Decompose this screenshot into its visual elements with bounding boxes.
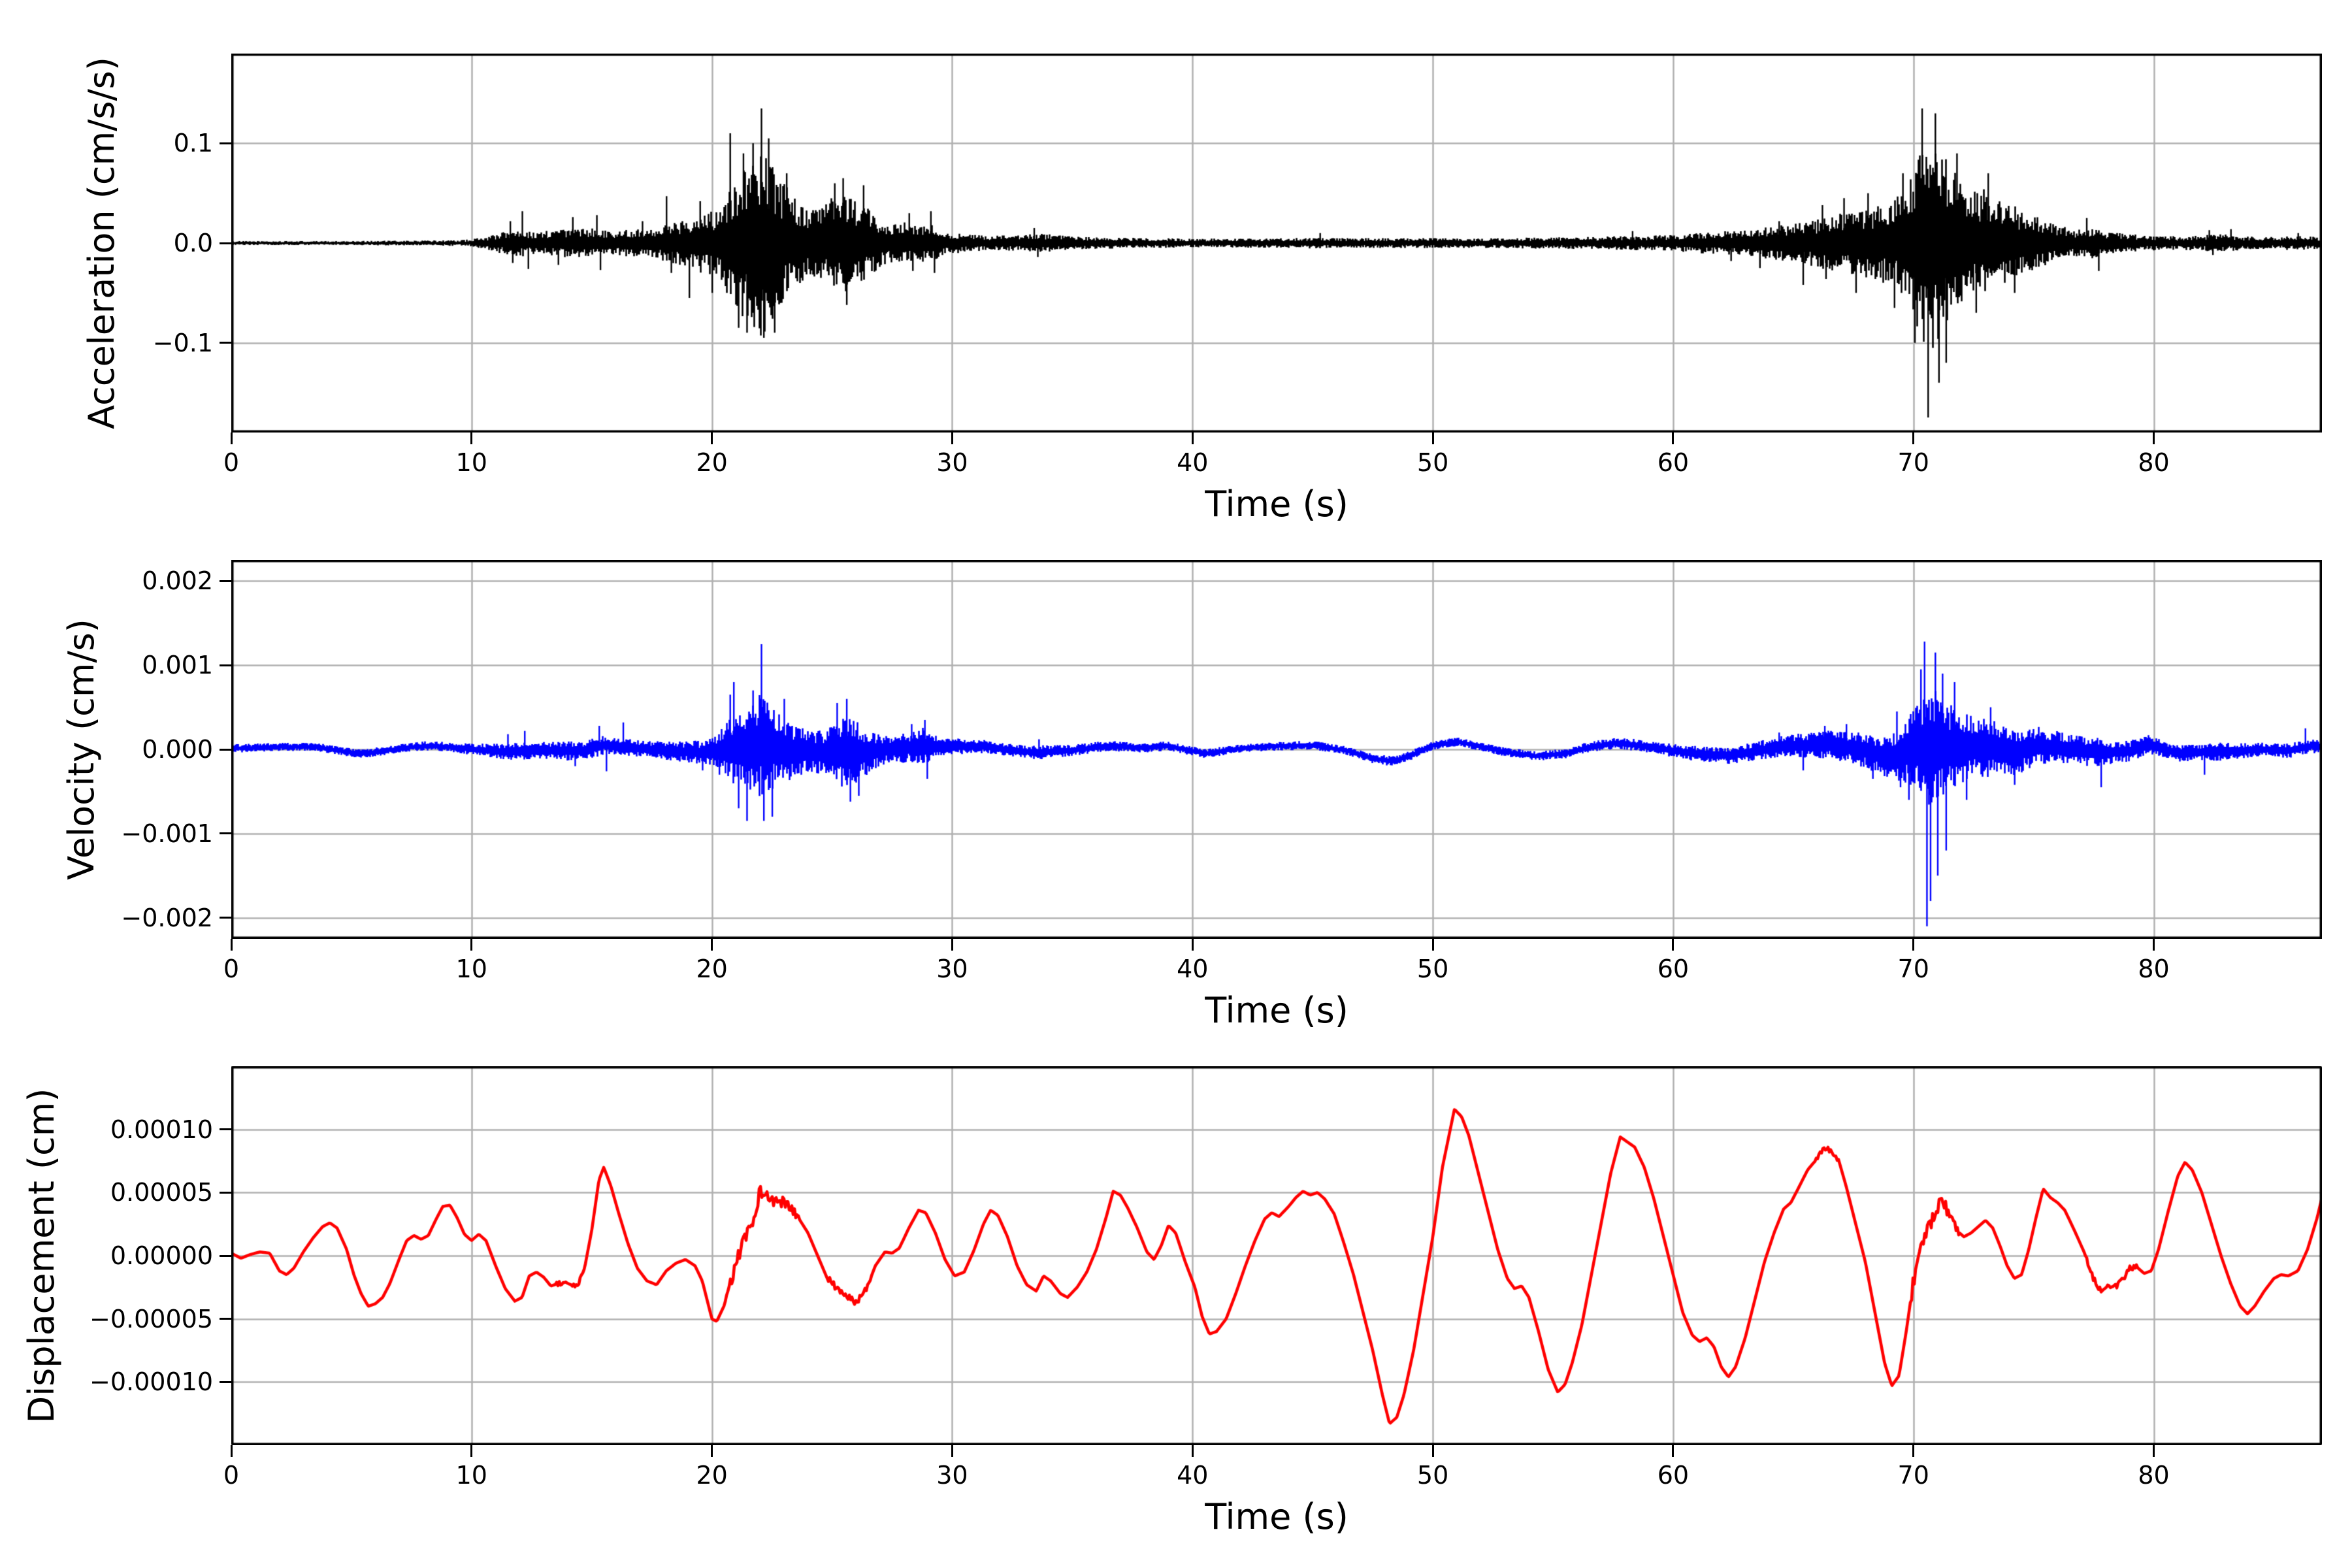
- y-tick-label: −0.1: [152, 328, 213, 357]
- x-tick-mark: [1672, 939, 1674, 951]
- x-tick-label: 50: [1416, 1461, 1449, 1490]
- x-tick-label: 30: [936, 448, 968, 477]
- x-tick-label: 40: [1177, 955, 1209, 983]
- x-tick-mark: [711, 1445, 713, 1457]
- y-tick-mark: [220, 664, 231, 666]
- y-tick-mark: [220, 748, 231, 751]
- x-tick-label: 0: [223, 955, 240, 983]
- x-tick-label: 80: [2138, 448, 2170, 477]
- x-tick-label: 20: [696, 1461, 728, 1490]
- y-tick-mark: [220, 242, 231, 244]
- x-tick-mark: [1191, 1445, 1194, 1457]
- x-tick-mark: [951, 939, 953, 951]
- x-tick-label: 70: [1897, 1461, 1929, 1490]
- x-tick-mark: [1191, 433, 1194, 444]
- x-tick-label: 20: [696, 448, 728, 477]
- y-tick-mark: [220, 1254, 231, 1257]
- y-tick-mark: [220, 832, 231, 835]
- x-tick-label: 30: [936, 955, 968, 983]
- x-tick-mark: [711, 433, 713, 444]
- x-tick-mark: [1912, 433, 1915, 444]
- y-tick-label: −0.00010: [90, 1367, 213, 1397]
- x-tick-label: 30: [936, 1461, 968, 1490]
- displacement-plot-canvas: [231, 1066, 2322, 1445]
- x-tick-label: 80: [2138, 955, 2170, 983]
- y-tick-label: 0.1: [173, 129, 213, 158]
- x-tick-label: 10: [455, 1461, 487, 1490]
- x-tick-label: 10: [455, 955, 487, 983]
- y-tick-label: −0.001: [121, 819, 213, 848]
- x-tick-mark: [1912, 1445, 1915, 1457]
- x-tick-label: 50: [1416, 448, 1449, 477]
- y-tick-mark: [220, 580, 231, 582]
- x-tick-mark: [1672, 433, 1674, 444]
- y-tick-label: 0.00010: [110, 1115, 213, 1144]
- displacement-x-axis-label: Time (s): [1205, 1496, 1348, 1537]
- x-tick-label: 60: [1657, 448, 1690, 477]
- x-tick-label: 40: [1177, 448, 1209, 477]
- y-tick-mark: [220, 342, 231, 344]
- x-tick-mark: [2153, 939, 2155, 951]
- y-tick-label: 0.00000: [110, 1241, 213, 1270]
- y-tick-label: 0.00005: [110, 1178, 213, 1207]
- x-tick-mark: [711, 939, 713, 951]
- acceleration-plot-canvas: [231, 54, 2322, 433]
- x-tick-mark: [1672, 1445, 1674, 1457]
- x-tick-mark: [470, 433, 473, 444]
- y-tick-mark: [220, 917, 231, 919]
- y-tick-mark: [220, 1191, 231, 1194]
- x-tick-mark: [1431, 1445, 1434, 1457]
- x-tick-label: 0: [223, 448, 240, 477]
- x-tick-label: 70: [1897, 955, 1929, 983]
- y-tick-mark: [220, 1380, 231, 1383]
- x-tick-label: 10: [455, 448, 487, 477]
- x-tick-mark: [470, 939, 473, 951]
- x-tick-mark: [1431, 433, 1434, 444]
- x-tick-label: 20: [696, 955, 728, 983]
- y-tick-label: −0.00005: [90, 1304, 213, 1333]
- x-tick-label: 70: [1897, 448, 1929, 477]
- x-tick-mark: [230, 939, 233, 951]
- x-tick-mark: [1912, 939, 1915, 951]
- x-tick-mark: [1191, 939, 1194, 951]
- x-tick-label: 40: [1177, 1461, 1209, 1490]
- y-tick-label: 0.000: [142, 735, 213, 764]
- velocity-plot-canvas: [231, 560, 2322, 939]
- y-tick-label: 0.002: [142, 566, 213, 596]
- x-tick-mark: [230, 433, 233, 444]
- x-tick-mark: [2153, 1445, 2155, 1457]
- y-tick-mark: [220, 1128, 231, 1131]
- x-tick-mark: [470, 1445, 473, 1457]
- x-tick-label: 60: [1657, 955, 1690, 983]
- x-tick-mark: [951, 433, 953, 444]
- x-tick-mark: [951, 1445, 953, 1457]
- acceleration-x-axis-label: Time (s): [1205, 483, 1348, 525]
- y-tick-mark: [220, 142, 231, 144]
- velocity-x-axis-label: Time (s): [1205, 990, 1348, 1031]
- x-tick-label: 50: [1416, 955, 1449, 983]
- x-tick-label: 60: [1657, 1461, 1690, 1490]
- y-tick-label: −0.002: [121, 903, 213, 932]
- x-tick-mark: [230, 1445, 233, 1457]
- y-tick-mark: [220, 1318, 231, 1320]
- y-tick-label: 0.0: [173, 229, 213, 257]
- y-tick-label: 0.001: [142, 651, 213, 680]
- x-tick-label: 0: [223, 1461, 240, 1490]
- x-tick-mark: [2153, 433, 2155, 444]
- x-tick-mark: [1431, 939, 1434, 951]
- x-tick-label: 80: [2138, 1461, 2170, 1490]
